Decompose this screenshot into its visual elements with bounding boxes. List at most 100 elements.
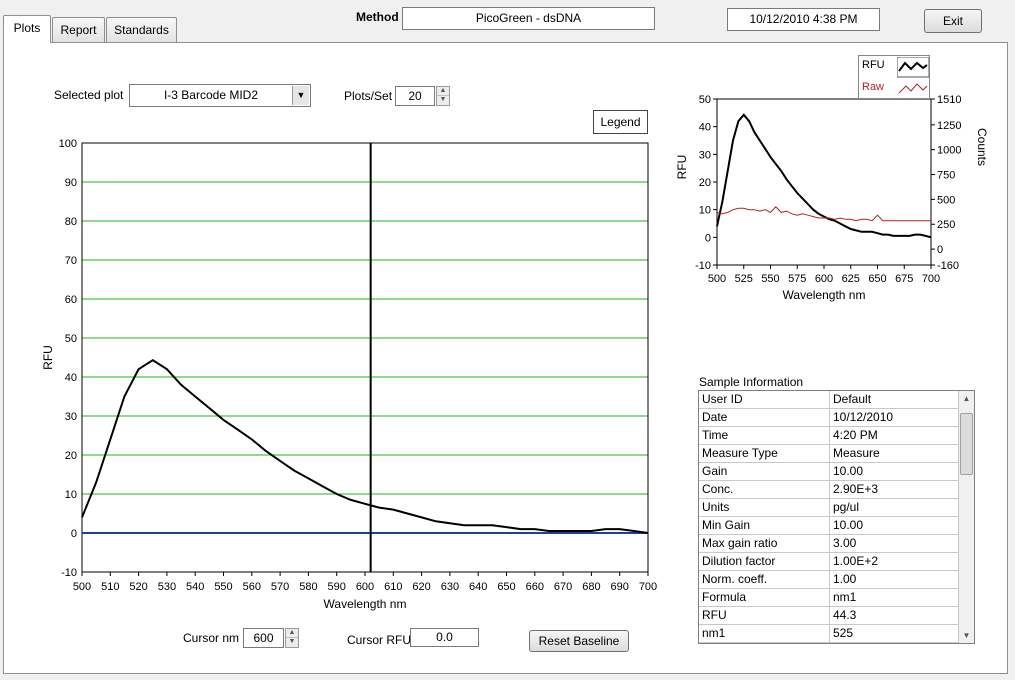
- x-tick-label: 620: [412, 581, 430, 593]
- y-tick-label: 0: [71, 528, 77, 540]
- table-cell-value: 10/12/2010: [833, 410, 894, 424]
- x-tick-label: 600: [356, 581, 374, 593]
- table-cell-key: Date: [699, 409, 830, 427]
- method-label: Method: [356, 10, 399, 24]
- overview-chart: -10 0 10 20 30 40 50 -160 0 250 500 750 1000 1250 1510…: [675, 94, 989, 302]
- y-tick-label: 90: [65, 177, 77, 189]
- x-tick-label: 700: [922, 273, 940, 285]
- scroll-thumb[interactable]: [960, 413, 973, 475]
- x-tick-label: 640: [469, 581, 487, 593]
- x-tick-label: 530: [158, 581, 176, 593]
- table-row[interactable]: RFU 44.3: [699, 607, 959, 625]
- x-tick-label: 660: [526, 581, 544, 593]
- scroll-up-icon[interactable]: ▲: [962, 394, 971, 403]
- table-row[interactable]: nm1 525: [699, 625, 959, 643]
- y2-tick-label: 1000: [937, 145, 961, 157]
- y-tick-label: 20: [65, 450, 77, 462]
- y2-tick-label: 1510: [937, 94, 961, 106]
- legend-rfu-swatch: [898, 61, 928, 72]
- scroll-down-icon[interactable]: ▼: [962, 631, 971, 640]
- sample-info-table: User ID Default Date 10/12/2010 Time 4:20 PM M…: [698, 390, 975, 644]
- x-tick-label: 540: [186, 581, 204, 593]
- spin-down-icon[interactable]: ▼: [288, 638, 296, 645]
- y-tick-label: 30: [65, 411, 77, 423]
- table-row[interactable]: Max gain ratio 3.00: [699, 535, 959, 553]
- table-cell-value: 2.90E+3: [833, 482, 879, 496]
- x-tick-label: 670: [554, 581, 572, 593]
- y2-tick-label: 750: [937, 170, 955, 182]
- table-row[interactable]: Dilution factor 1.00E+2: [699, 553, 959, 571]
- selected-plot-select[interactable]: I-3 Barcode MID2 ▼: [129, 84, 311, 107]
- table-row[interactable]: Time 4:20 PM: [699, 427, 959, 445]
- x-tick-label: 550: [761, 273, 779, 285]
- x-tick-label: 630: [441, 581, 459, 593]
- legend-swatches: [897, 57, 929, 94]
- x-tick-label: 600: [815, 273, 833, 285]
- x-tick-label: 590: [328, 581, 346, 593]
- x-tick-label: 675: [895, 273, 913, 285]
- table-cell-value: 525: [833, 626, 854, 640]
- table-row[interactable]: User ID Default: [699, 391, 959, 409]
- table-cell-key: Norm. coeff.: [699, 571, 830, 589]
- table-cell-key: Max gain ratio: [699, 535, 830, 553]
- plots-per-set-input[interactable]: 20: [395, 86, 435, 106]
- chevron-down-icon[interactable]: ▼: [292, 86, 309, 105]
- table-cell-key: RFU: [699, 607, 830, 625]
- table-row[interactable]: Gain 10.00: [699, 463, 959, 481]
- table-row[interactable]: Min Gain 10.00: [699, 517, 959, 535]
- table-cell-value: pg/ul: [833, 500, 860, 514]
- table-scrollbar[interactable]: ▲ ▼: [958, 391, 974, 643]
- y2-tick-label: -160: [937, 260, 959, 272]
- x-tick-label: 650: [868, 273, 886, 285]
- cursor-rfu-label: Cursor RFU: [347, 633, 412, 647]
- cursor-nm-spinner[interactable]: ▲ ▼: [285, 628, 299, 648]
- x-tick-label: 500: [73, 581, 91, 593]
- table-row[interactable]: Norm. coeff. 1.00: [699, 571, 959, 589]
- reset-baseline-button[interactable]: Reset Baseline: [529, 630, 629, 652]
- legend-button[interactable]: Legend: [593, 110, 648, 134]
- table-row[interactable]: Conc. 2.90E+3: [699, 481, 959, 499]
- table-cell-key: Measure Type: [699, 445, 830, 463]
- x-tick-label: 690: [611, 581, 629, 593]
- exit-button[interactable]: Exit: [924, 9, 982, 33]
- y2-axis-label: Counts: [975, 128, 989, 166]
- plot-frame: [81, 142, 649, 573]
- series-line-raw: [716, 206, 931, 222]
- sample-info-title: Sample Information: [699, 375, 804, 389]
- table-cell-key: Time: [699, 427, 830, 445]
- x-tick-label: 575: [788, 273, 806, 285]
- plots-per-set-spinner[interactable]: ▲ ▼: [436, 86, 450, 106]
- spin-up-icon[interactable]: ▲: [286, 629, 298, 638]
- x-axis-label: Wavelength nm: [783, 288, 866, 302]
- y-tick-label: 40: [699, 122, 711, 134]
- method-field: PicoGreen - dsDNA: [402, 7, 655, 30]
- x-tick-label: 700: [639, 581, 657, 593]
- table-row[interactable]: Measure Type Measure: [699, 445, 959, 463]
- spin-down-icon[interactable]: ▼: [439, 96, 447, 103]
- tab-report[interactable]: Report: [52, 17, 105, 42]
- table-cell-value: Default: [833, 392, 872, 406]
- cursor-nm-input[interactable]: 600: [243, 628, 284, 648]
- y-axis-label: RFU: [675, 155, 689, 180]
- table-row[interactable]: Formula nm1: [699, 589, 959, 607]
- legend-rfu-label: RFU: [862, 59, 885, 71]
- table-row[interactable]: Units pg/ul: [699, 499, 959, 517]
- legend-raw-swatch: [898, 83, 928, 94]
- tab-standards[interactable]: Standards: [106, 17, 177, 42]
- y-tick-label: 40: [65, 372, 77, 384]
- x-tick-label: 680: [582, 581, 600, 593]
- table-cell-key: Dilution factor: [699, 553, 830, 571]
- y-tick-label: 10: [65, 489, 77, 501]
- table-cell-key: Formula: [699, 589, 830, 607]
- x-tick-label: 525: [735, 273, 753, 285]
- table-cell-key: Conc.: [699, 481, 830, 499]
- spin-up-icon[interactable]: ▲: [437, 87, 449, 96]
- tab-plots[interactable]: Plots: [3, 15, 51, 43]
- y2-tick-label: 500: [937, 194, 955, 206]
- y-tick-label: 0: [705, 232, 711, 244]
- y-tick-label: 50: [65, 333, 77, 345]
- table-row[interactable]: Date 10/12/2010: [699, 409, 959, 427]
- x-tick-label: 520: [129, 581, 147, 593]
- overview-legend: RFU Raw: [858, 55, 930, 99]
- table-cell-value: 44.3: [833, 608, 857, 622]
